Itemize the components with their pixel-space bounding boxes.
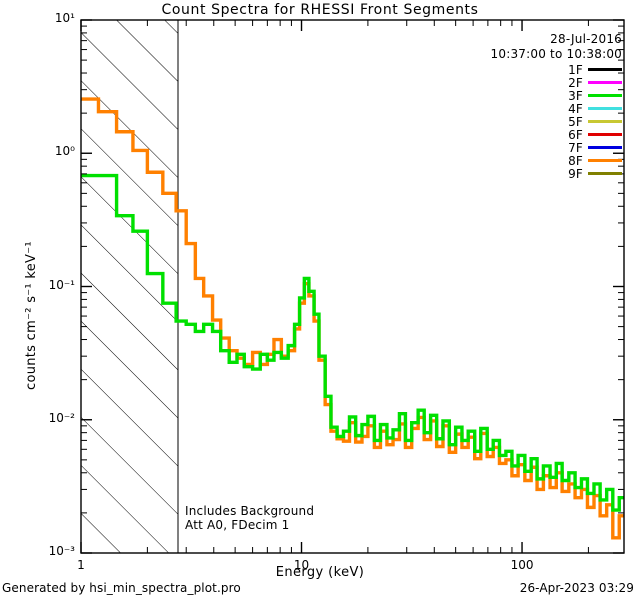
legend-item-1F: 1F: [502, 62, 622, 77]
axis-tick-label: 10⁻¹: [48, 277, 75, 292]
axis-tick-label: 100: [510, 558, 534, 572]
legend-color-swatch: [588, 94, 622, 97]
data-series-layer: [81, 97, 624, 540]
legend-item-2F: 2F: [502, 75, 622, 90]
axis-tick-label: 10⁻²: [48, 410, 75, 425]
legend-item-label: 3F: [568, 88, 583, 103]
axis-tick-label: 10⁻³: [48, 544, 75, 558]
axis-tick-label: 1: [77, 558, 85, 572]
footer-timestamp: 26-Apr-2023 03:29: [519, 581, 634, 595]
legend-item-5F: 5F: [502, 114, 622, 129]
legend-item-label: 9F: [568, 166, 583, 181]
legend-item-label: 2F: [568, 75, 583, 90]
x-axis-label: Energy (keV): [275, 565, 365, 580]
legend-item-label: 8F: [568, 153, 583, 168]
legend-item-label: 5F: [568, 114, 583, 129]
legend-color-swatch: [588, 172, 622, 175]
legend-item-3F: 3F: [502, 88, 622, 103]
footer-generator: Generated by hsi_min_spectra_plot.pro: [2, 581, 241, 595]
legend-color-swatch: [588, 146, 622, 149]
legend-color-swatch: [588, 107, 622, 110]
axes-layer: [80, 19, 625, 554]
legend-time-range: 10:37:00 to 10:38:00: [490, 47, 622, 61]
axis-ticks: [80, 19, 624, 554]
legend-item-6F: 6F: [502, 127, 622, 142]
legend-item-9F: 9F: [502, 166, 622, 181]
axis-tick-label: 10⁰: [54, 144, 75, 159]
legend-item-7F: 7F: [502, 140, 622, 155]
legend-color-swatch: [588, 81, 622, 84]
legend-color-swatch: [588, 133, 622, 136]
legend-item-8F: 8F: [502, 153, 622, 168]
legend-item-label: 7F: [568, 140, 583, 155]
legend-list: 1F 2F 3F 4F 5F 6F 7F 8F 9F: [502, 62, 622, 181]
legend-date: 28-Jul-2016: [550, 32, 622, 46]
legend-item-label: 6F: [568, 127, 583, 142]
legend-item-4F: 4F: [502, 101, 622, 116]
legend-color-swatch: [588, 120, 622, 123]
annotation-attenuator-state: Att A0, FDecim 1: [185, 518, 290, 532]
annotation-includes-background: Includes Background: [185, 504, 315, 518]
legend-color-swatch: [588, 159, 622, 162]
y-axis-label: counts cm⁻² s⁻¹ keV⁻¹: [24, 241, 39, 390]
axis-tick-label: 10: [293, 558, 310, 572]
series-line-3F: [81, 173, 624, 512]
legend-color-swatch: [588, 68, 622, 71]
axis-tick-label: 10¹: [54, 11, 75, 25]
page-title: Count Spectra for RHESSI Front Segments: [161, 2, 479, 18]
legend-item-label: 1F: [568, 62, 583, 77]
legend-item-label: 4F: [568, 101, 583, 116]
